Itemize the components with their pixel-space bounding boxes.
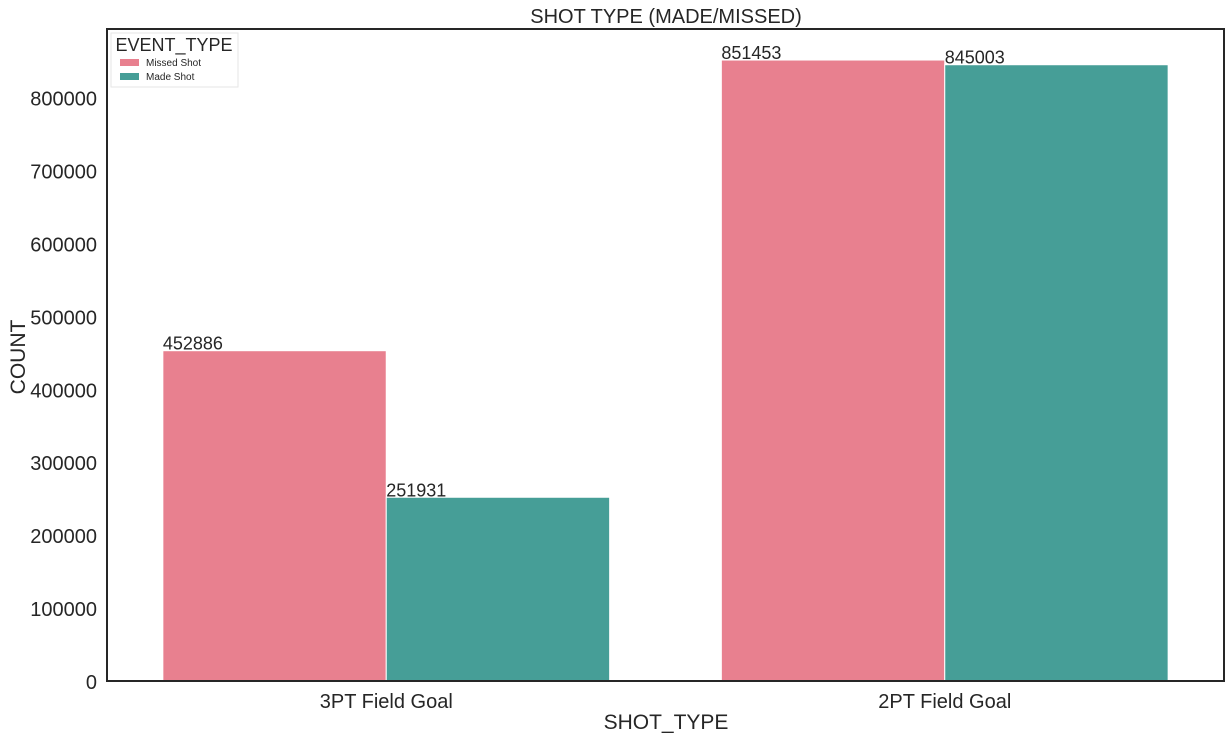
y-tick-label: 200000	[30, 526, 97, 548]
chart-title: SHOT TYPE (MADE/MISSED)	[530, 6, 802, 28]
y-tick-label: 400000	[30, 380, 97, 402]
legend: EVENT_TYPE Missed Shot Made Shot	[110, 32, 239, 88]
legend-entry-label: Missed Shot	[146, 58, 201, 69]
bars-layer: 452886 251931 851453 845003	[162, 43, 1169, 682]
bar-value-label: 845003	[945, 48, 1005, 68]
bar-made-1	[944, 64, 1169, 682]
y-tick-label: 0	[86, 672, 97, 694]
x-tick-label: 2PT Field Goal	[878, 691, 1011, 713]
y-axis-label: COUNT	[7, 320, 30, 395]
bar-missed-0	[162, 350, 387, 682]
bar-missed-1	[720, 59, 946, 682]
bar-value-label: 851453	[721, 43, 781, 63]
y-tick-label: 100000	[30, 599, 97, 621]
y-tick-label: 500000	[30, 307, 97, 329]
ticks-layer: 3PT Field Goal 2PT Field Goal 0 100000 20000…	[30, 89, 1011, 713]
y-tick-label: 800000	[30, 89, 97, 111]
y-tick-label: 300000	[30, 453, 97, 475]
x-axis-label: SHOT_TYPE	[604, 711, 729, 734]
bar-value-label: 452886	[163, 334, 223, 354]
y-tick-label: 700000	[30, 161, 97, 183]
legend-entry-label: Made Shot	[146, 72, 195, 83]
plot-frame	[106, 28, 1225, 682]
legend-swatch	[120, 73, 139, 80]
x-tick-label: 3PT Field Goal	[320, 691, 453, 713]
legend-title: EVENT_TYPE	[115, 35, 232, 56]
legend-swatch	[120, 59, 139, 66]
y-tick-label: 600000	[30, 234, 97, 256]
bar-made-0	[385, 496, 611, 682]
bar-value-label: 251931	[386, 480, 446, 500]
